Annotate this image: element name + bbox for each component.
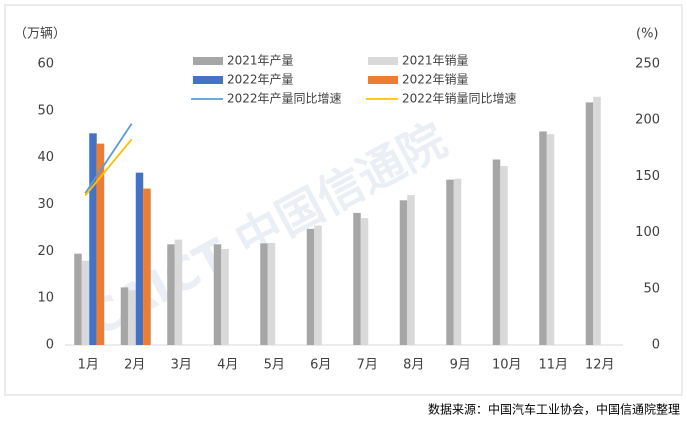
x-tick-label: 9月 xyxy=(450,358,471,373)
chart-border xyxy=(4,4,683,396)
y2-tick-label: 150 xyxy=(635,169,660,184)
x-tick-label: 4月 xyxy=(217,358,238,373)
x-tick-label: 10月 xyxy=(492,358,522,373)
legend-label: 2021年产量 xyxy=(227,54,294,68)
bar xyxy=(546,134,555,345)
y2-tick-label: 200 xyxy=(635,113,660,128)
y2-tick-label: 100 xyxy=(635,225,660,240)
bar xyxy=(267,242,276,345)
y-tick-label: 0 xyxy=(46,338,54,353)
bar xyxy=(167,244,175,345)
legend-swatch xyxy=(193,57,223,65)
legend-swatch xyxy=(368,57,398,65)
legend-label: 2022年销量 xyxy=(402,73,469,87)
bar xyxy=(492,159,501,345)
legend-label: 2022年产量 xyxy=(227,73,294,87)
x-tick-label: 1月 xyxy=(78,358,99,373)
bar xyxy=(213,244,222,345)
legend-label: 2022年产量同比增速 xyxy=(227,92,342,106)
bar xyxy=(96,143,105,345)
x-tick-label: 2月 xyxy=(124,358,145,373)
bar xyxy=(89,133,97,345)
bar xyxy=(593,96,601,346)
x-tick-label: 8月 xyxy=(403,358,424,373)
x-tick-label: 11月 xyxy=(538,358,568,373)
x-tick-label: 5月 xyxy=(264,358,285,373)
x-tick-label: 3月 xyxy=(171,358,192,373)
bar xyxy=(221,248,229,345)
bar xyxy=(135,172,144,345)
bar xyxy=(446,179,454,345)
y-tick-label: 10 xyxy=(37,291,54,306)
bar xyxy=(174,239,183,345)
x-tick-label: 12月 xyxy=(585,358,615,373)
bar xyxy=(399,200,408,345)
bar xyxy=(453,178,462,345)
y2-tick-label: 0 xyxy=(652,338,660,353)
line xyxy=(84,123,133,194)
bar xyxy=(539,131,547,345)
x-tick-label: 7月 xyxy=(357,358,378,373)
bar xyxy=(407,195,415,345)
line xyxy=(84,138,133,197)
legend-label: 2022年销量同比增速 xyxy=(402,92,517,106)
legend-swatch xyxy=(193,76,223,84)
y2-tick-label: 250 xyxy=(635,57,660,72)
legend-label: 2021年销量 xyxy=(402,54,469,68)
y-tick-label: 20 xyxy=(37,244,54,259)
x-tick-label: 6月 xyxy=(310,358,331,373)
bar xyxy=(81,260,90,345)
y-tick-label: 30 xyxy=(37,197,54,212)
bar xyxy=(120,287,129,345)
y2-unit: (%) xyxy=(636,27,659,42)
bar xyxy=(306,228,315,345)
bar xyxy=(500,166,508,345)
bar xyxy=(353,212,361,345)
y-tick-label: 50 xyxy=(37,103,54,118)
y-tick-label: 40 xyxy=(37,150,54,165)
y2-tick-label: 50 xyxy=(643,281,660,296)
bar xyxy=(143,188,151,345)
bar xyxy=(360,218,369,345)
bar xyxy=(314,225,322,345)
bar xyxy=(260,243,268,345)
source: 数据来源：中国汽车工业协会，中国信通院整理 xyxy=(428,402,680,417)
bar xyxy=(128,290,136,345)
bar xyxy=(585,102,594,345)
legend-swatch xyxy=(368,76,398,84)
y-tick-label: 60 xyxy=(37,57,54,72)
bar xyxy=(74,253,82,345)
y-unit: （万辆） xyxy=(14,27,66,42)
